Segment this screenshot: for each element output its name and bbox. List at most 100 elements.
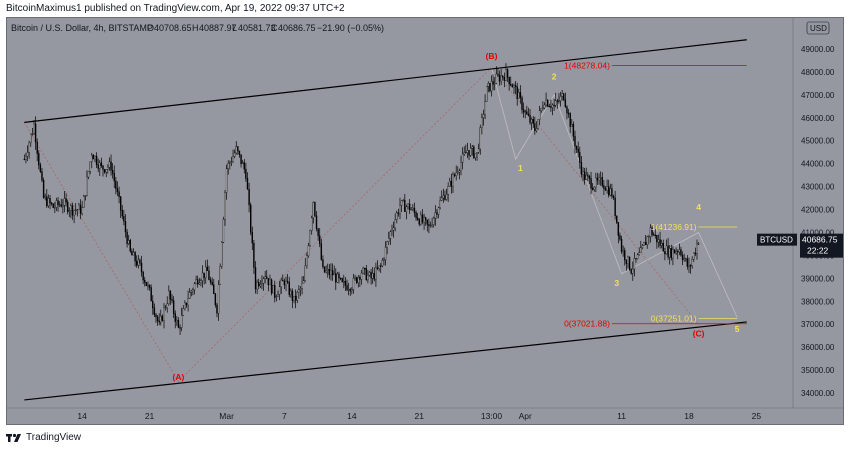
candle-body <box>397 212 400 214</box>
candle-body <box>646 236 648 246</box>
candle-body <box>275 296 278 298</box>
candle-body <box>583 171 586 180</box>
candle-body <box>635 258 637 260</box>
candle-body <box>237 146 239 152</box>
candle-body <box>421 214 424 223</box>
candle-body <box>169 290 172 300</box>
candle-body <box>44 196 46 198</box>
close-value: 40686.75 <box>278 23 316 33</box>
candle-body <box>274 285 276 298</box>
candle-body <box>148 284 151 288</box>
price-chart[interactable]: 1(48278.04) 0(37021.88) 1(41236.91) 0(37251… <box>7 18 843 424</box>
wave-label: (B) <box>486 51 498 61</box>
candle-body <box>121 210 123 217</box>
fib-levels: 1(48278.04) 0(37021.88) 1(41236.91) 0(37251… <box>564 61 747 329</box>
candle-body <box>540 108 542 111</box>
candle-body <box>36 141 38 154</box>
candle-body <box>697 243 700 245</box>
candle-body <box>400 200 403 206</box>
candle-body <box>587 174 589 177</box>
candle-body <box>640 247 642 253</box>
candle-body <box>514 85 517 87</box>
change-value: −21.90 (−0.05%) <box>317 23 384 33</box>
candle-body <box>346 285 348 291</box>
time-axis[interactable]: 14 21 Mar 7 14 21 13:00 Apr 11 18 25 <box>7 407 843 421</box>
candle-body <box>550 106 552 108</box>
candle-body <box>347 289 350 291</box>
candle-body <box>497 73 499 76</box>
candle-body <box>677 251 679 253</box>
candle-body <box>323 266 326 273</box>
candle-body <box>126 231 128 244</box>
candle-body <box>360 272 363 280</box>
candle-body <box>184 302 186 309</box>
candle-body <box>335 273 337 283</box>
candle-body <box>192 289 194 292</box>
y-tick-label: 43000.00 <box>801 183 835 192</box>
candle-body <box>511 84 514 88</box>
publisher-line: BitcoinMaximus1 published on TradingView… <box>6 3 345 14</box>
candle-body <box>489 83 491 92</box>
candle-body <box>633 258 636 270</box>
candle-body <box>23 158 26 161</box>
candle-body <box>113 173 115 182</box>
candle-body <box>299 288 302 290</box>
candle-body <box>293 295 295 301</box>
x-tick-label: 14 <box>347 411 357 421</box>
candle-body <box>473 146 475 159</box>
candle-body <box>490 81 493 92</box>
candle-body <box>50 202 53 205</box>
candle-body <box>622 250 624 252</box>
candle-body <box>241 162 244 165</box>
candle-body <box>476 152 478 154</box>
candle-body <box>291 290 294 301</box>
y-tick-label: 42000.00 <box>801 206 835 215</box>
close-label: C <box>271 23 278 33</box>
candle-body <box>481 117 483 128</box>
candle-body <box>213 284 215 295</box>
chart-frame[interactable]: 1(48278.04) 0(37021.88) 1(41236.91) 0(37251… <box>6 17 844 425</box>
candle-body <box>548 106 551 108</box>
candle-body <box>407 203 409 208</box>
candle-body <box>485 86 488 102</box>
candle-body <box>357 277 359 283</box>
candle-body <box>100 162 103 166</box>
candle-body <box>286 280 289 283</box>
candle-body <box>667 245 669 258</box>
candle-body <box>617 222 620 236</box>
candle-body <box>153 307 156 315</box>
candle-body <box>410 209 412 211</box>
candle-body <box>442 195 445 199</box>
candle-body <box>327 269 329 271</box>
candle-body <box>352 278 355 290</box>
candle-body <box>375 267 377 280</box>
candle-body <box>188 292 191 299</box>
currency-badge[interactable] <box>806 21 830 35</box>
candle-body <box>588 176 591 179</box>
chart-title: Bitcoin / U.S. Dollar, 4h, BITSTAMP <box>11 23 153 33</box>
wave-label: 2 <box>552 71 557 81</box>
candle-body <box>572 124 575 137</box>
candle-body <box>453 174 456 176</box>
candle-body <box>455 172 457 176</box>
candle-body <box>219 266 221 285</box>
candle-body <box>68 210 70 212</box>
candle-body <box>579 152 581 163</box>
candle-body <box>559 96 562 102</box>
candle-body <box>176 320 178 322</box>
candle-body <box>651 227 653 235</box>
candle-body <box>363 268 366 270</box>
candle-body <box>521 97 523 110</box>
candle-body <box>230 161 233 163</box>
candle-body <box>558 100 560 102</box>
candle-body <box>644 242 647 246</box>
candle-body <box>693 252 695 260</box>
candle-body <box>110 161 112 171</box>
candle-body <box>258 282 260 287</box>
candle-body <box>174 313 176 322</box>
candle-body <box>317 228 319 236</box>
candle-body <box>389 231 392 239</box>
price-axis[interactable]: 49000.00 48000.00 47000.00 46000.00 45000.00… <box>792 18 835 408</box>
low-value: 40581.73 <box>238 23 276 33</box>
candle-body <box>386 241 388 248</box>
